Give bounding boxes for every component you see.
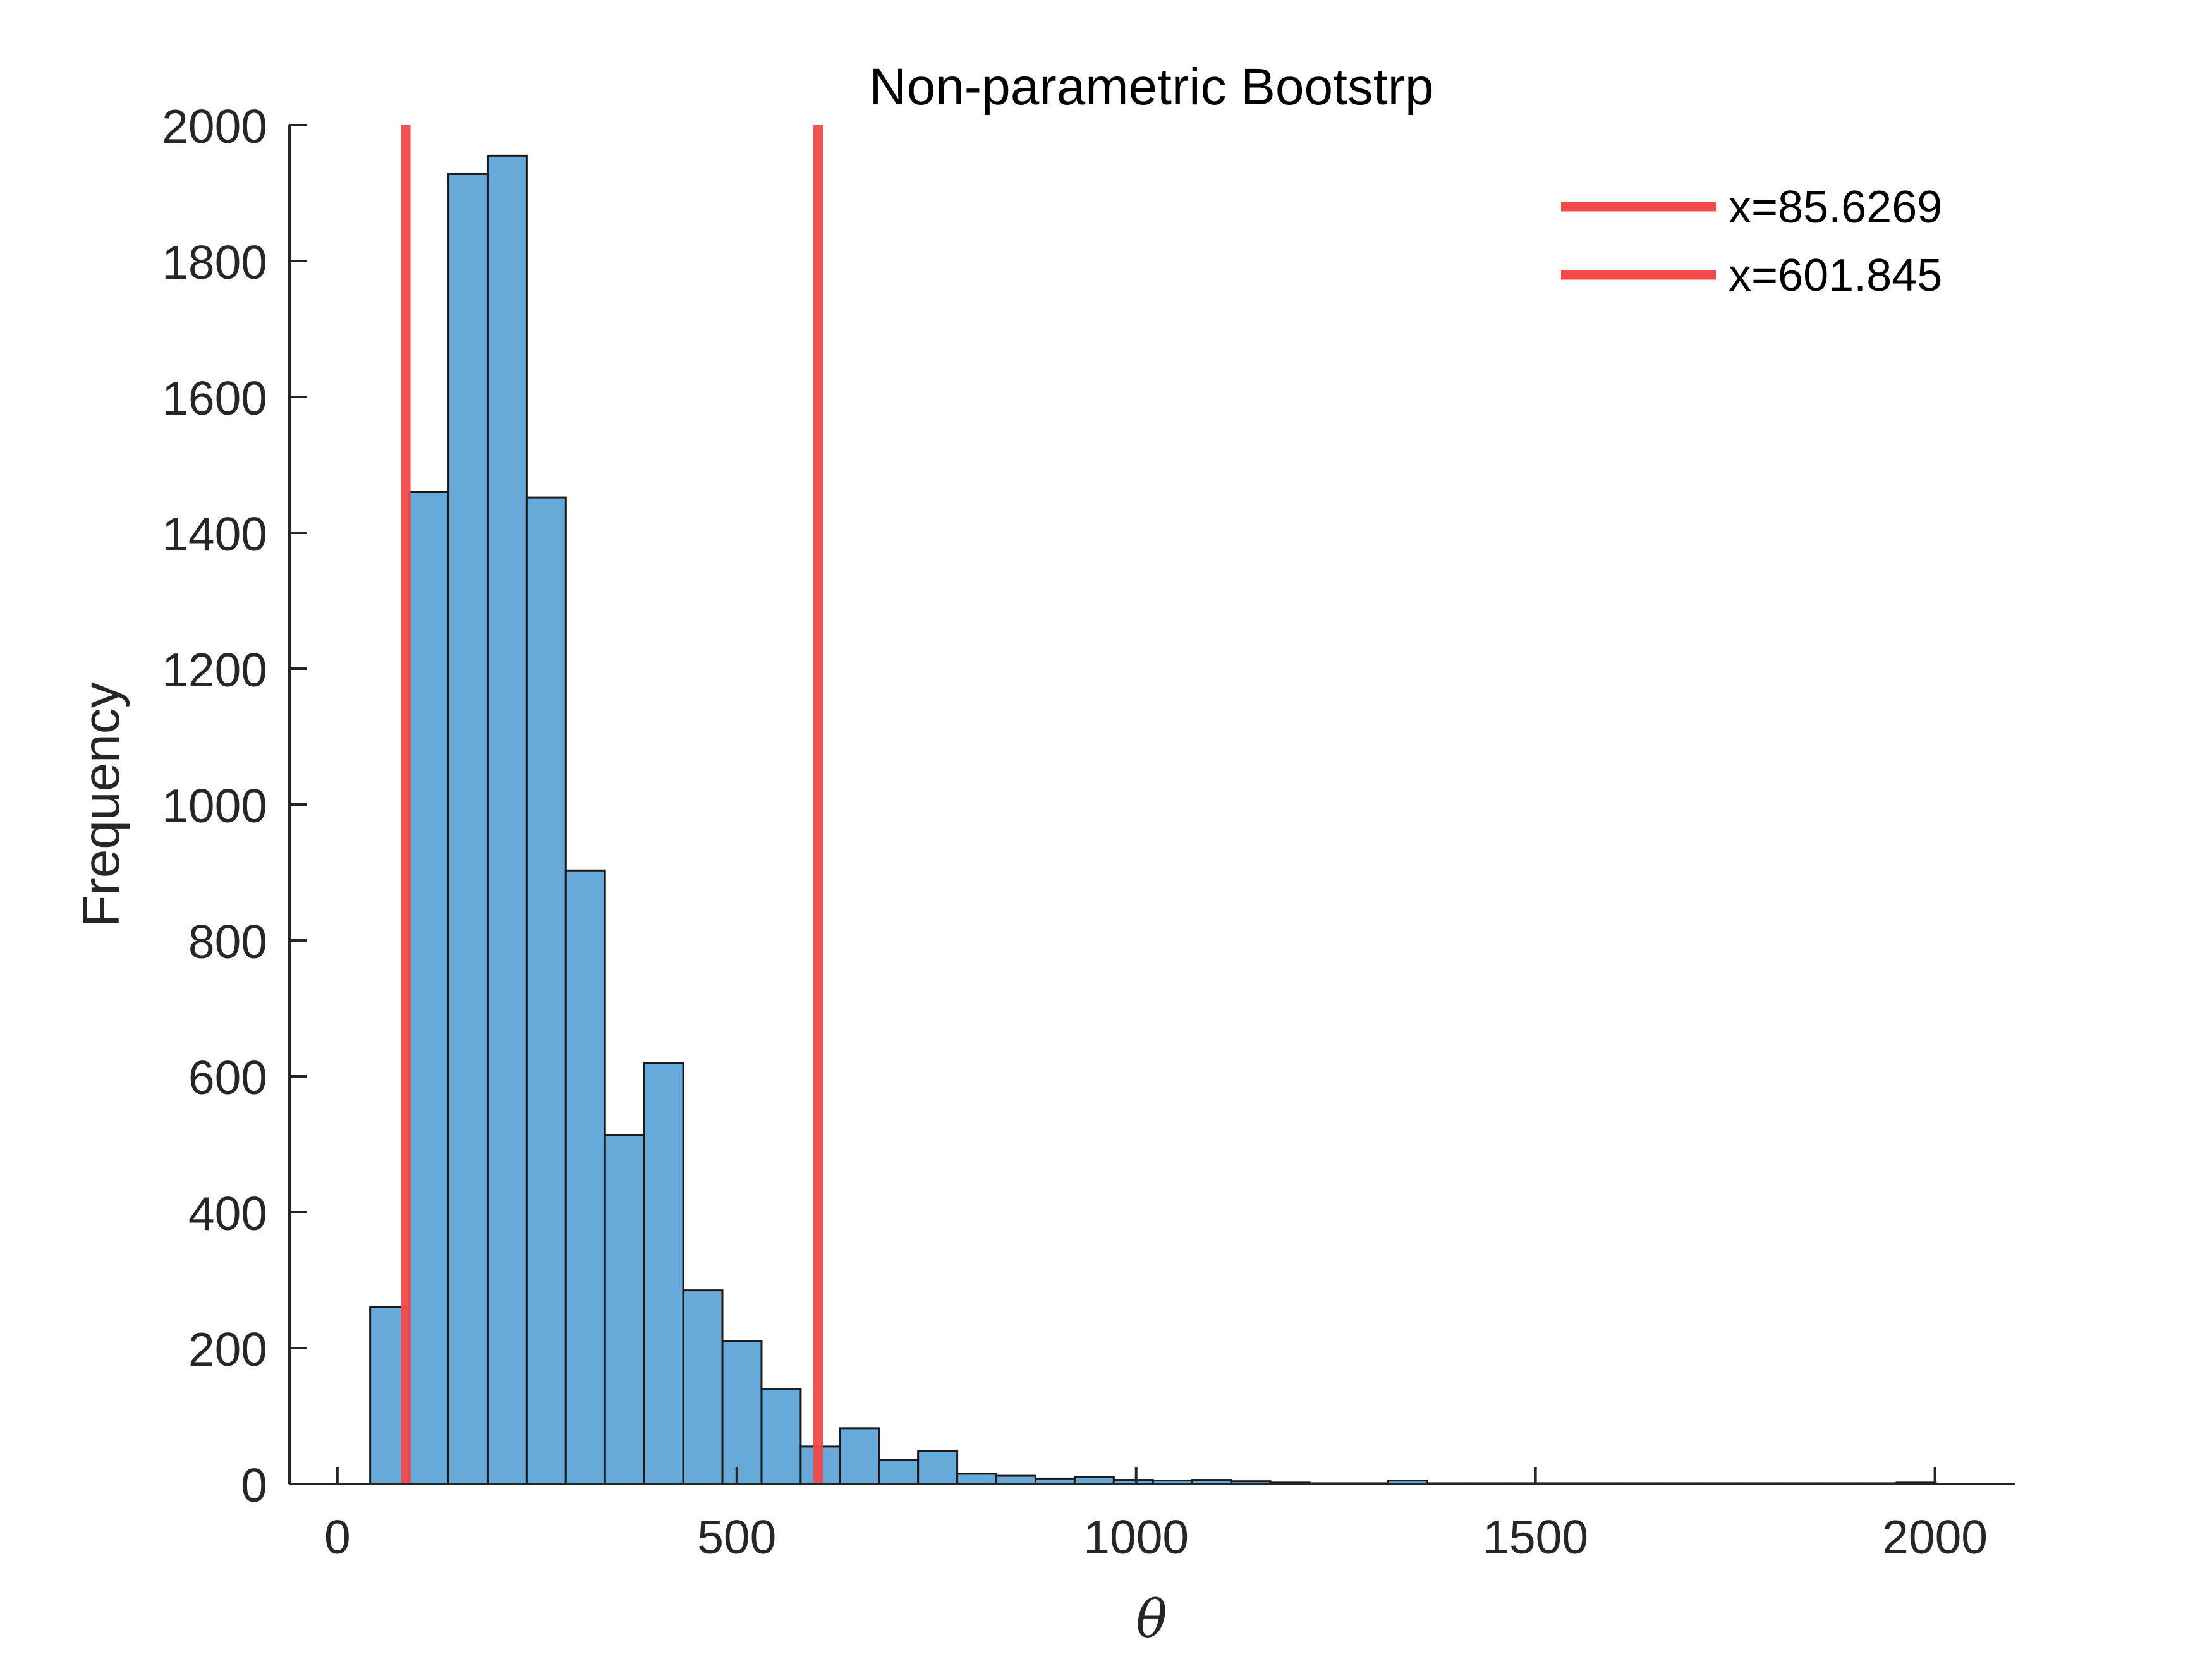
histogram-bar — [564, 869, 606, 1485]
x-axis-ticks: 0 500 1000 1500 2000 — [324, 1467, 1988, 1564]
histogram-bar — [604, 1134, 645, 1485]
legend-label-2: x=601.845 — [1729, 250, 1942, 301]
x-tick-label: 0 — [324, 1510, 351, 1564]
x-tick-label: 500 — [697, 1510, 776, 1564]
y-tick-label: 200 — [188, 1323, 267, 1376]
y-tick-label: 600 — [188, 1051, 267, 1104]
y-tick-label: 400 — [188, 1187, 267, 1240]
histogram-bars — [369, 154, 1937, 1485]
y-tick-label: 0 — [241, 1459, 267, 1512]
y-tick-label: 800 — [188, 915, 267, 968]
histogram-bar — [486, 154, 528, 1485]
y-tick-label: 2000 — [162, 100, 267, 153]
y-tick-label: 1800 — [162, 236, 267, 289]
histogram-bar — [447, 173, 489, 1485]
histogram-bar — [917, 1450, 959, 1485]
x-tick-label: 1500 — [1483, 1510, 1588, 1564]
y-tick-label: 1400 — [162, 507, 267, 561]
reference-lines — [401, 125, 823, 1484]
histogram-bar — [878, 1459, 920, 1485]
y-axis-label: Frequency — [73, 682, 130, 927]
y-tick-label: 1000 — [162, 779, 267, 832]
histogram-bar — [721, 1340, 763, 1485]
x-tick-label: 2000 — [1882, 1510, 1988, 1564]
histogram-bar — [839, 1427, 880, 1485]
histogram-bar — [956, 1473, 998, 1485]
histogram-bar — [643, 1062, 684, 1485]
legend-label-1: x=85.6269 — [1729, 182, 1942, 233]
y-axis-ticks: 0 200 400 600 800 1000 1200 1400 1600 1800 2000 — [162, 100, 307, 1512]
x-axis-label: θ — [1136, 1589, 1167, 1650]
histogram-bar — [760, 1388, 802, 1485]
legend: x=85.6269 x=601.845 — [1561, 182, 1942, 301]
histogram-bar — [408, 491, 450, 1485]
y-tick-label: 1600 — [162, 372, 267, 425]
chart-title: Non-parametric Bootstrp — [869, 58, 1433, 116]
x-tick-label: 1000 — [1083, 1510, 1189, 1564]
histogram-bar — [682, 1289, 724, 1485]
y-tick-label: 1200 — [162, 643, 267, 696]
histogram-bar — [525, 496, 567, 1485]
